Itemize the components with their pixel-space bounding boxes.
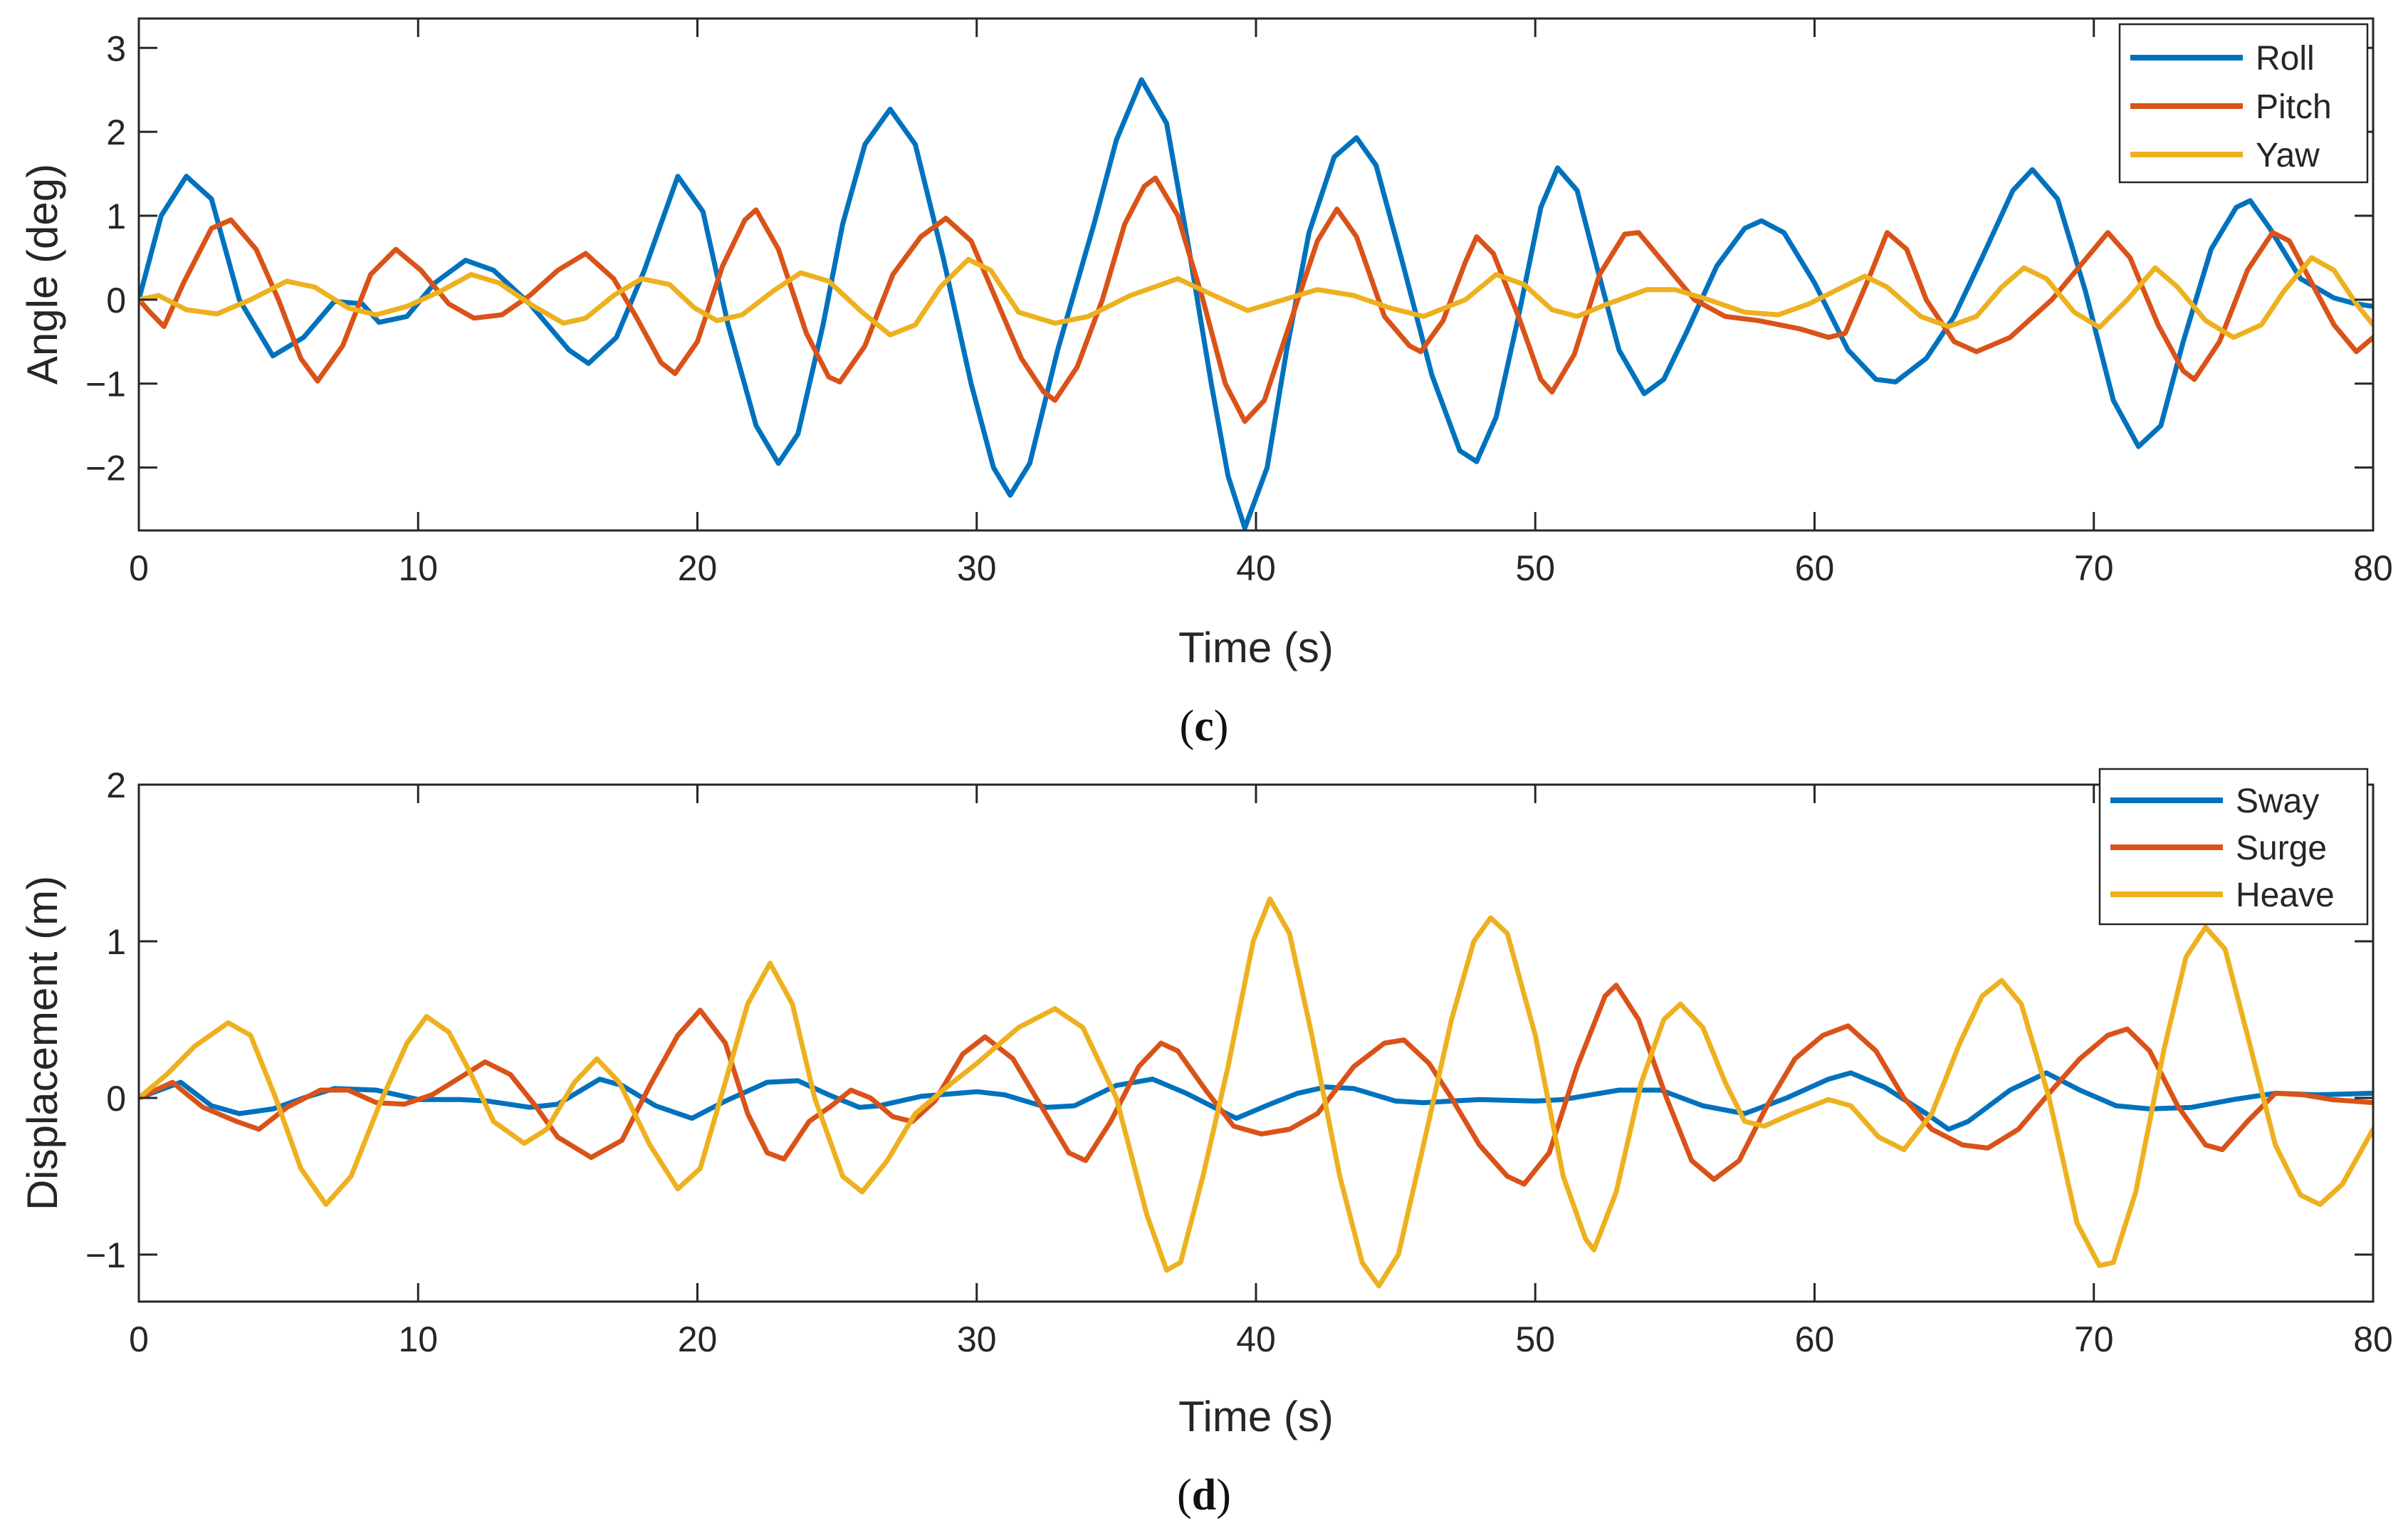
y-tick-label: −1: [85, 1235, 126, 1275]
series-line-yaw: [139, 255, 2373, 340]
panel-caption: (d): [1177, 1471, 1231, 1519]
legend-label-sway: Sway: [2236, 783, 2319, 820]
y-tick-label: 3: [106, 28, 126, 68]
panel-caption-close: ): [1216, 1471, 1231, 1519]
series-line-pitch: [139, 175, 2373, 424]
y-tick-label: −2: [85, 449, 126, 488]
x-tick-label: 10: [398, 548, 438, 588]
series-layer: [139, 896, 2373, 1289]
x-tick-label: 70: [2074, 1319, 2114, 1359]
panel-caption: (c): [1180, 702, 1229, 750]
series-layer: [139, 77, 2373, 530]
y-axis-ticks: −2 −1 0 1 2 3: [85, 28, 2373, 488]
legend-label-pitch: Pitch: [2256, 88, 2332, 126]
x-axis-title: Time (s): [1178, 1393, 1334, 1440]
x-tick-label: 70: [2074, 548, 2114, 588]
x-tick-label: 40: [1236, 548, 1276, 588]
plot-area-background: [139, 785, 2373, 1302]
panel-caption-close: ): [1214, 702, 1229, 750]
x-tick-label: 20: [678, 1319, 718, 1359]
y-axis-ticks: −1 0 1 2: [85, 765, 2373, 1275]
plot-area-background: [139, 19, 2373, 530]
legend-label-yaw: Yaw: [2256, 137, 2320, 174]
x-tick-label: 80: [2353, 548, 2393, 588]
x-tick-label: 50: [1515, 548, 1555, 588]
x-tick-label: 30: [957, 1319, 997, 1359]
panel-caption-open: (: [1180, 702, 1195, 750]
y-tick-label: −1: [85, 365, 126, 404]
panel-caption-letter: c: [1194, 702, 1214, 750]
x-tick-label: 60: [1795, 548, 1835, 588]
y-axis-title: Angle (deg): [19, 164, 66, 384]
legend: Sway Surge Heave: [2098, 768, 2369, 926]
x-tick-label: 0: [129, 1319, 149, 1359]
panel-caption-open: (: [1177, 1471, 1192, 1519]
y-tick-label: 2: [106, 765, 126, 805]
y-tick-label: 1: [106, 197, 126, 236]
y-tick-label: 0: [106, 1079, 126, 1119]
y-tick-label: 2: [106, 113, 126, 152]
x-axis-ticks: 0 10 20 30 40 50 60 70 80: [129, 785, 2393, 1359]
x-tick-label: 20: [678, 548, 718, 588]
legend-label-heave: Heave: [2236, 877, 2335, 914]
x-tick-label: 10: [398, 1319, 438, 1359]
x-tick-label: 80: [2353, 1319, 2393, 1359]
legend-label-surge: Surge: [2236, 830, 2327, 867]
x-tick-label: 50: [1515, 1319, 1555, 1359]
series-line-sway: [139, 1070, 2373, 1132]
series-line-surge: [139, 983, 2373, 1187]
panel-caption-letter: d: [1192, 1471, 1216, 1519]
panel-c-angle-chart: 0 10 20 30 40 50 60 70 80 −2 −1 0 1 2 3 Time (s) Angl…: [19, 17, 2393, 750]
x-tick-label: 40: [1236, 1319, 1276, 1359]
x-tick-label: 30: [957, 548, 997, 588]
panel-d-displacement-chart: 0 10 20 30 40 50 60 70 80 −1 0 1 2 Time (s) Displac…: [19, 765, 2393, 1519]
series-line-roll: [139, 77, 2373, 530]
x-tick-label: 0: [129, 548, 149, 588]
x-axis-title: Time (s): [1178, 624, 1334, 671]
y-tick-label: 1: [106, 922, 126, 962]
series-line-heave: [139, 896, 2373, 1289]
x-tick-label: 60: [1795, 1319, 1835, 1359]
legend-label-roll: Roll: [2256, 40, 2315, 78]
x-axis-ticks: 0 10 20 30 40 50 60 70 80: [129, 19, 2393, 588]
y-tick-label: 0: [106, 281, 126, 320]
y-axis-title: Displacement (m): [19, 876, 66, 1210]
legend: Roll Pitch Yaw: [2118, 23, 2369, 184]
